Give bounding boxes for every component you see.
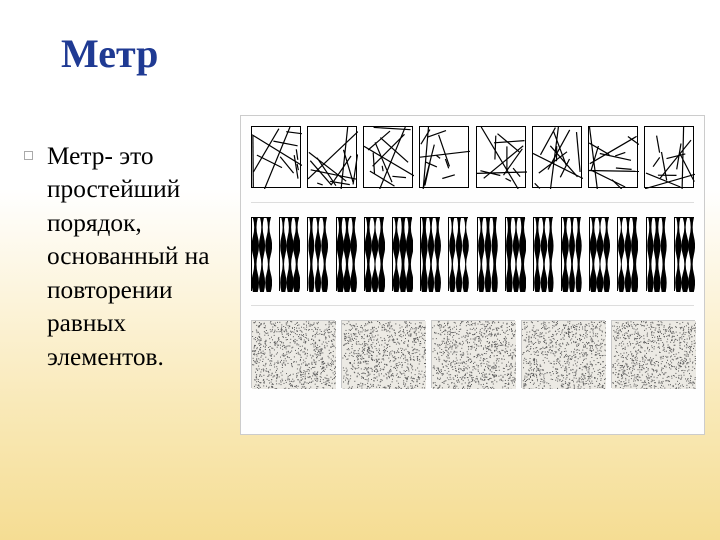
pattern-tile	[336, 217, 356, 291]
pattern-tile	[644, 126, 694, 188]
pattern-tile	[448, 217, 468, 291]
figure-row-stripes	[251, 202, 694, 291]
pattern-tile	[392, 217, 412, 291]
pattern-tile	[533, 217, 553, 291]
pattern-tile	[588, 126, 638, 188]
figure-row-crosshatch	[251, 126, 694, 188]
pattern-tile	[341, 320, 425, 388]
bullet-block: Метр- это простейший порядок, основанный…	[24, 140, 238, 374]
pattern-tile	[251, 126, 301, 188]
pattern-tile	[505, 217, 525, 291]
pattern-tile	[251, 217, 271, 291]
pattern-tile	[561, 217, 581, 291]
pattern-tile	[307, 217, 327, 291]
pattern-tile	[307, 126, 357, 188]
pattern-tile	[431, 320, 515, 388]
pattern-tile	[611, 320, 695, 388]
pattern-tile	[646, 217, 666, 291]
pattern-tile	[674, 217, 694, 291]
pattern-tile	[251, 320, 335, 388]
pattern-tile	[617, 217, 637, 291]
pattern-tile	[420, 217, 440, 291]
bullet-marker-icon	[24, 151, 33, 160]
pattern-tile	[364, 217, 384, 291]
pattern-tile	[363, 126, 413, 188]
body-text: Метр- это простейший порядок, основанный…	[47, 140, 238, 374]
title-box: Метр	[33, 18, 233, 80]
figure-row-stipple	[251, 305, 694, 388]
pattern-tile	[476, 126, 526, 188]
pattern-tile	[419, 126, 469, 188]
slide-title: Метр	[33, 18, 233, 89]
pattern-figure	[240, 115, 705, 435]
pattern-tile	[279, 217, 299, 291]
pattern-tile	[532, 126, 582, 188]
pattern-tile	[589, 217, 609, 291]
pattern-tile	[477, 217, 497, 291]
pattern-tile	[521, 320, 605, 388]
